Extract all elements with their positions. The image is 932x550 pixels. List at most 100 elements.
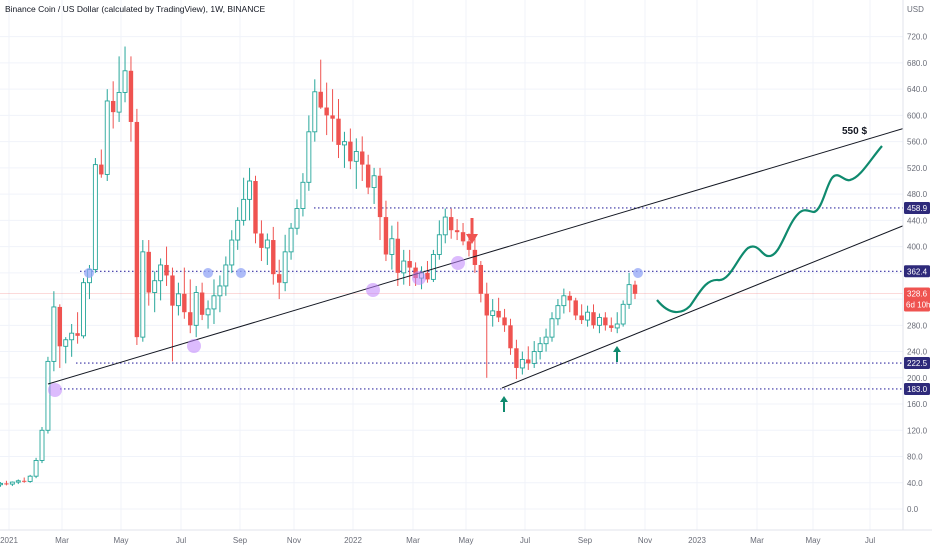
candle-body[interactable]: [75, 333, 80, 336]
candle-body[interactable]: [502, 317, 507, 326]
level-touch-marker[interactable]: [84, 268, 94, 278]
candle-body[interactable]: [152, 280, 158, 293]
candle-body[interactable]: [377, 175, 383, 218]
candle-body[interactable]: [561, 295, 567, 307]
candle-body[interactable]: [110, 100, 116, 113]
candle-body[interactable]: [591, 312, 596, 326]
candle-body[interactable]: [442, 216, 448, 236]
candle-body[interactable]: [514, 348, 519, 368]
candle-body[interactable]: [175, 293, 181, 307]
candle-body[interactable]: [353, 151, 359, 162]
candle-body[interactable]: [45, 360, 51, 431]
candle-body[interactable]: [519, 358, 525, 369]
arrow-up-icon[interactable]: [613, 346, 621, 362]
candle-body[interactable]: [81, 282, 86, 337]
candle-body[interactable]: [235, 219, 241, 241]
candle-body[interactable]: [543, 336, 549, 345]
candle-body[interactable]: [336, 118, 341, 145]
candle-body[interactable]: [496, 310, 501, 318]
candle-body[interactable]: [365, 164, 371, 188]
touch-marker[interactable]: [366, 283, 380, 297]
candle-body[interactable]: [348, 141, 353, 162]
candle-body[interactable]: [312, 91, 318, 133]
candle-body[interactable]: [57, 306, 62, 347]
candle-body[interactable]: [39, 429, 45, 461]
candle-body[interactable]: [247, 180, 253, 200]
candle-body[interactable]: [436, 234, 442, 255]
candle-body[interactable]: [223, 264, 229, 287]
candle-body[interactable]: [448, 217, 454, 231]
candle-body[interactable]: [158, 264, 164, 282]
touch-marker[interactable]: [412, 271, 426, 285]
candle-body[interactable]: [466, 241, 472, 250]
candle-body[interactable]: [626, 284, 632, 305]
candle-body[interactable]: [170, 275, 175, 306]
candle-body[interactable]: [306, 131, 312, 183]
candle-body[interactable]: [205, 308, 211, 316]
candle-body[interactable]: [211, 295, 217, 310]
forecast-path[interactable]: [656, 145, 883, 314]
candle-body[interactable]: [164, 264, 169, 276]
candle-body[interactable]: [33, 460, 39, 477]
candle-body[interactable]: [259, 233, 264, 248]
candle-body[interactable]: [531, 351, 537, 364]
candle-body[interactable]: [182, 293, 187, 313]
candle-body[interactable]: [454, 230, 460, 233]
candle-body[interactable]: [51, 306, 57, 362]
touch-marker[interactable]: [187, 339, 201, 353]
candle-body[interactable]: [294, 208, 300, 229]
candle-body[interactable]: [288, 227, 294, 253]
level-touch-marker[interactable]: [236, 268, 246, 278]
candle-body[interactable]: [330, 115, 335, 119]
candle-body[interactable]: [490, 310, 496, 316]
candle-body[interactable]: [567, 295, 572, 301]
candle-body[interactable]: [229, 239, 235, 266]
candle-body[interactable]: [407, 261, 412, 268]
candle-body[interactable]: [199, 292, 205, 315]
arrow-up-icon[interactable]: [500, 396, 508, 412]
touch-marker[interactable]: [451, 256, 465, 270]
candle-body[interactable]: [271, 240, 276, 275]
candle-body[interactable]: [371, 175, 377, 189]
candle-body[interactable]: [324, 107, 329, 116]
candle-body[interactable]: [318, 91, 323, 108]
candle-body[interactable]: [92, 164, 98, 271]
candle-body[interactable]: [632, 284, 638, 294]
candle-body[interactable]: [282, 251, 288, 284]
candle-body[interactable]: [549, 318, 555, 338]
candle-body[interactable]: [15, 480, 21, 483]
candle-body[interactable]: [472, 249, 478, 265]
candle-body[interactable]: [253, 181, 258, 234]
candle-body[interactable]: [579, 315, 584, 321]
candle-body[interactable]: [430, 254, 436, 280]
candle-body[interactable]: [526, 359, 531, 364]
candle-body[interactable]: [585, 311, 591, 321]
candle-body[interactable]: [104, 100, 110, 175]
candle-body[interactable]: [128, 70, 134, 122]
candle-body[interactable]: [460, 232, 466, 242]
candle-body[interactable]: [478, 264, 484, 294]
candle-body[interactable]: [425, 272, 430, 280]
candle-body[interactable]: [63, 339, 69, 347]
candle-body[interactable]: [555, 305, 561, 320]
candle-body[interactable]: [134, 121, 140, 338]
candle-body[interactable]: [4, 483, 9, 485]
candle-body[interactable]: [620, 303, 626, 325]
candle-body[interactable]: [537, 343, 543, 353]
candle-body[interactable]: [9, 481, 15, 485]
level-touch-marker[interactable]: [203, 268, 213, 278]
candle-body[interactable]: [122, 70, 128, 93]
candle-body[interactable]: [140, 251, 146, 338]
candle-body[interactable]: [508, 325, 513, 349]
candle-body[interactable]: [0, 482, 3, 486]
candle-body[interactable]: [383, 217, 389, 255]
candle-body[interactable]: [395, 238, 401, 273]
candle-body[interactable]: [360, 151, 365, 165]
candle-body[interactable]: [603, 317, 608, 326]
candle-body[interactable]: [484, 293, 489, 316]
candle-body[interactable]: [596, 316, 602, 326]
arrow-down-icon[interactable]: [466, 218, 478, 244]
candle-body[interactable]: [341, 141, 347, 146]
candle-body[interactable]: [193, 292, 199, 326]
